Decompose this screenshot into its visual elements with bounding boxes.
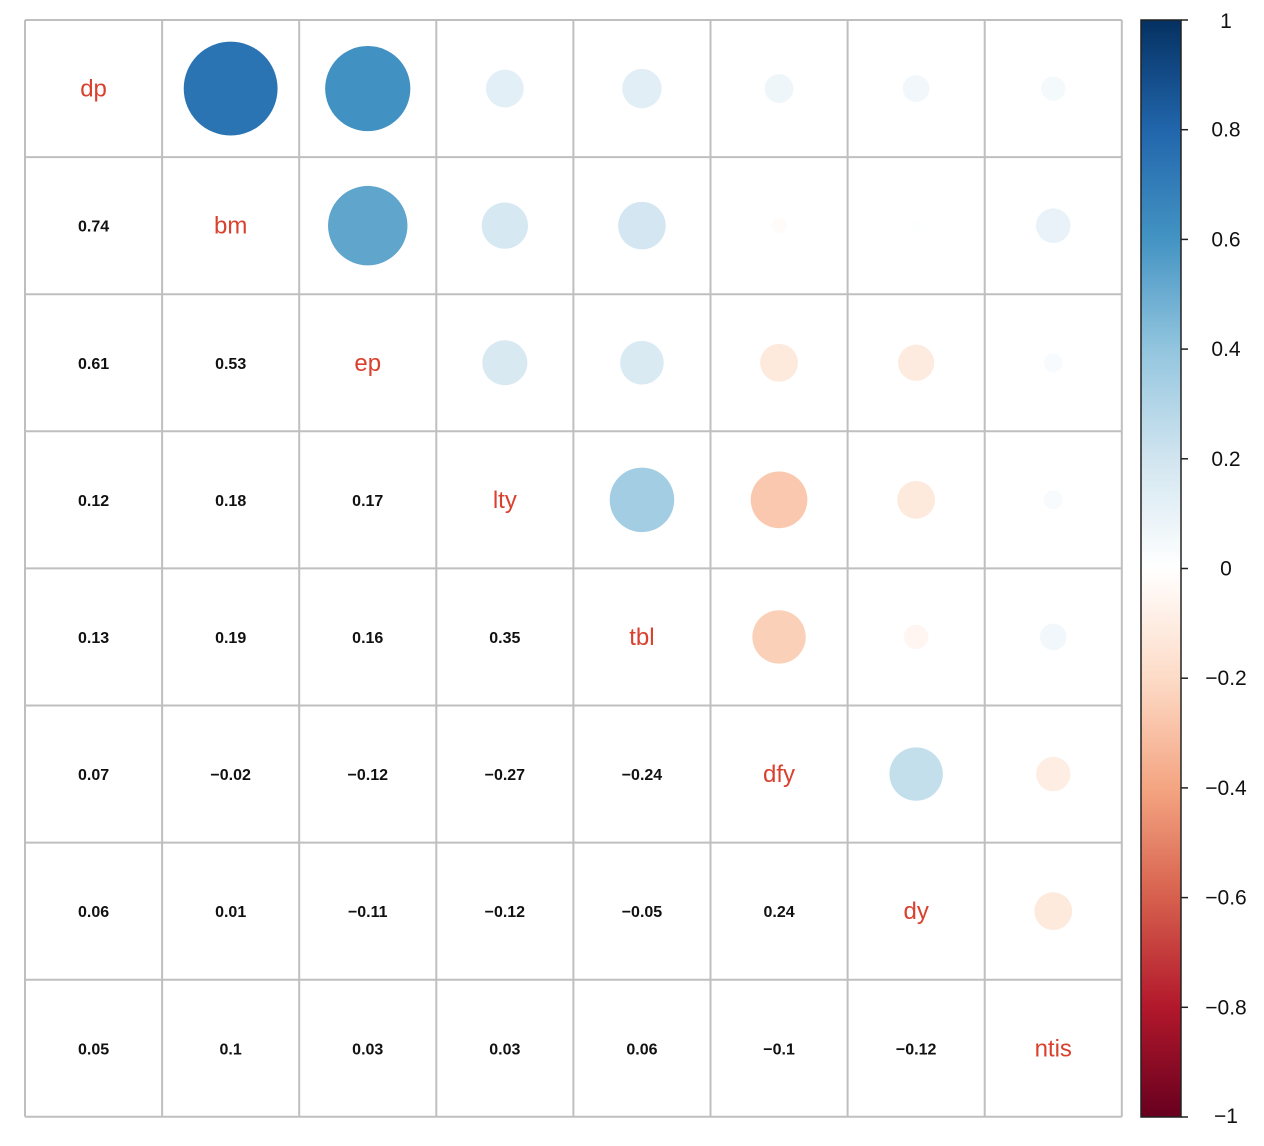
variable-label-dfy: dfy bbox=[763, 761, 795, 788]
corr-value-ntis-bm: 0.1 bbox=[220, 1041, 242, 1058]
corr-value-ep-bm: 0.53 bbox=[215, 356, 246, 373]
variable-label-ep: ep bbox=[354, 350, 381, 377]
colorbar-tick-label: −0.8 bbox=[1205, 996, 1246, 1019]
matrix-grid bbox=[24, 19, 1123, 1118]
colorbar-tick-label: −0.6 bbox=[1205, 887, 1246, 910]
corr-value-dfy-ep: −0.12 bbox=[348, 767, 389, 784]
corr-value-lty-dp: 0.12 bbox=[78, 493, 109, 510]
colorbar-tick-label: 0 bbox=[1220, 558, 1232, 581]
corr-circle-dp-ntis bbox=[1041, 76, 1066, 101]
corr-circle-dp-dfy bbox=[764, 74, 794, 103]
colorbar-tick-label: −0.4 bbox=[1205, 777, 1247, 800]
corr-circle-bm-dfy bbox=[771, 217, 787, 234]
corr-value-tbl-ep: 0.16 bbox=[352, 630, 383, 647]
corr-value-dy-tbl: −0.05 bbox=[622, 904, 663, 921]
variable-label-dy: dy bbox=[903, 898, 928, 925]
corr-value-ntis-dfy: −0.1 bbox=[763, 1041, 795, 1058]
corr-circle-lty-ntis bbox=[1043, 490, 1063, 510]
colorbar-gradient bbox=[1140, 19, 1182, 1118]
corr-circle-ep-dfy bbox=[760, 343, 798, 382]
corr-circle-dp-tbl bbox=[622, 68, 662, 109]
corr-value-bm-dp: 0.74 bbox=[78, 219, 109, 236]
corr-value-ep-dp: 0.61 bbox=[78, 356, 109, 373]
corr-circle-bm-ntis bbox=[1035, 208, 1071, 243]
corr-circle-tbl-dy bbox=[903, 624, 929, 650]
corr-value-dfy-tbl: −0.24 bbox=[622, 767, 663, 784]
colorbar-tick-label: −1 bbox=[1214, 1105, 1238, 1128]
corr-value-dfy-bm: −0.02 bbox=[210, 767, 251, 784]
variable-label-bm: bm bbox=[214, 213, 247, 240]
corr-circle-ep-ntis bbox=[1043, 353, 1063, 373]
corr-circle-bm-ep bbox=[328, 185, 408, 266]
color-legend: 1 0.8 0.6 0.4 0.2 0 −0.2 −0.4 −0.6 −0.8 −1 bbox=[1140, 10, 1247, 1128]
corr-circle-dp-bm bbox=[183, 41, 278, 136]
corr-value-ntis-dy: −0.12 bbox=[896, 1041, 937, 1058]
colorbar-tick-label: 0.6 bbox=[1211, 228, 1240, 251]
corr-value-dfy-dp: 0.07 bbox=[78, 767, 109, 784]
corr-circle-bm-lty bbox=[481, 202, 528, 249]
corr-value-lty-bm: 0.18 bbox=[215, 493, 246, 510]
variable-label-ntis: ntis bbox=[1035, 1035, 1072, 1062]
corr-circle-ep-tbl bbox=[620, 340, 664, 385]
corr-value-tbl-dp: 0.13 bbox=[78, 630, 109, 647]
corr-value-dfy-lty: −0.27 bbox=[485, 767, 526, 784]
corr-value-ntis-lty: 0.03 bbox=[489, 1041, 520, 1058]
colorbar-tick-label: 0.8 bbox=[1211, 119, 1240, 142]
corr-value-ntis-dp: 0.05 bbox=[78, 1041, 109, 1058]
corr-circle-bm-dy bbox=[910, 220, 922, 232]
corr-value-tbl-lty: 0.35 bbox=[489, 630, 520, 647]
corr-circle-ep-lty bbox=[482, 340, 528, 386]
corr-value-lty-ep: 0.17 bbox=[352, 493, 383, 510]
colorbar-tick-label: 1 bbox=[1220, 10, 1232, 33]
corr-circle-tbl-ntis bbox=[1039, 623, 1067, 651]
corr-circle-dy-ntis bbox=[1034, 892, 1073, 931]
colorbar-tick-label: 0.4 bbox=[1211, 338, 1241, 361]
corr-circle-dfy-ntis bbox=[1035, 756, 1071, 792]
corr-value-dy-lty: −0.12 bbox=[485, 904, 526, 921]
corr-value-dy-bm: 0.01 bbox=[215, 904, 246, 921]
corr-circle-bm-tbl bbox=[618, 201, 666, 250]
variable-label-lty: lty bbox=[493, 487, 517, 514]
corr-value-ntis-ep: 0.03 bbox=[352, 1041, 383, 1058]
corr-circle-lty-dfy bbox=[750, 471, 808, 529]
corr-circle-dfy-dy bbox=[889, 747, 943, 801]
matrix-cells: dp 0.74 bm 0.61 0.53 ep 0.12 0.18 0.17 lty 0.13 0.1… bbox=[78, 41, 1073, 1062]
corr-circle-dp-ep bbox=[325, 45, 411, 132]
corr-value-tbl-bm: 0.19 bbox=[215, 630, 246, 647]
corr-value-dy-dfy: 0.24 bbox=[763, 904, 794, 921]
colorbar-tick-label: 0.2 bbox=[1211, 448, 1240, 471]
corr-value-dy-dp: 0.06 bbox=[78, 904, 109, 921]
corr-circle-dp-dy bbox=[902, 75, 930, 102]
variable-label-dp: dp bbox=[80, 76, 107, 103]
colorbar-tick-label: −0.2 bbox=[1205, 667, 1246, 690]
corr-circle-lty-dy bbox=[897, 480, 936, 519]
corr-circle-dp-lty bbox=[485, 69, 524, 108]
corr-circle-tbl-dfy bbox=[752, 610, 806, 664]
corr-circle-lty-tbl bbox=[609, 467, 675, 533]
corr-circle-ep-dy bbox=[898, 344, 935, 381]
variable-label-tbl: tbl bbox=[629, 624, 654, 651]
corr-value-dy-ep: −0.11 bbox=[348, 904, 388, 921]
corr-value-ntis-tbl: 0.06 bbox=[626, 1041, 657, 1058]
